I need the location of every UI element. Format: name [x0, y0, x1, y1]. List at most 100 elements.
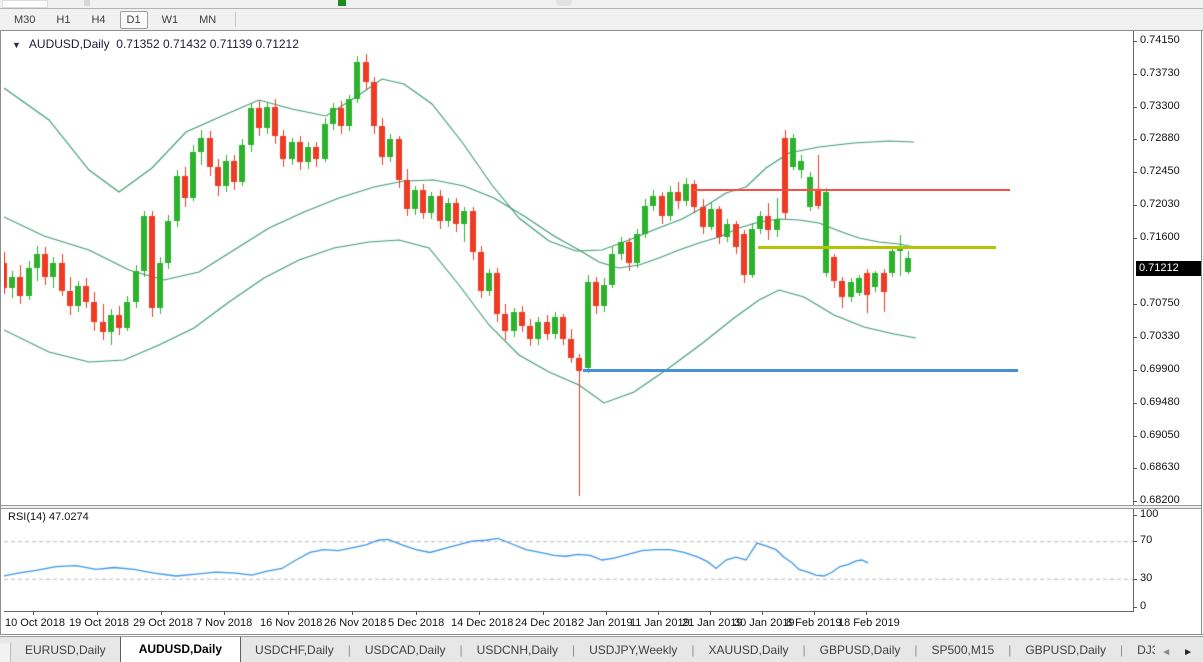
price-axis-tick: [1133, 172, 1137, 173]
tab-stub: [0, 643, 11, 662]
window-border-left: [0, 30, 1, 635]
date-axis-tick: [543, 611, 544, 615]
rsi-axis-tick: [1133, 579, 1137, 580]
timeframe-button-m30[interactable]: M30: [14, 13, 36, 26]
price-axis-tick: [1133, 205, 1137, 206]
price-axis-tick: [1133, 74, 1137, 75]
tab-sp500-m15[interactable]: SP500,M15: [931, 643, 995, 657]
timeframe-button-d1[interactable]: D1: [119, 10, 148, 29]
tab-usdcad-daily[interactable]: USDCAD,Daily: [364, 643, 446, 657]
timeframe-button-mn[interactable]: MN: [199, 13, 217, 26]
date-axis-tick: [762, 611, 763, 615]
price-axis-tick: [1133, 304, 1137, 305]
date-axis-tick: [479, 611, 480, 615]
tab-dj30-h4[interactable]: DJ30,H4: [1137, 643, 1156, 657]
price-chart-canvas[interactable]: [4, 31, 1133, 611]
window-border-top: [0, 30, 1203, 31]
price-axis-tick: [1133, 468, 1137, 469]
tab-separator: |: [802, 643, 806, 657]
price-axis-tick: [1133, 403, 1137, 404]
date-axis-label: 14 Dec 2018: [451, 617, 514, 629]
timeframe-buttons: M30 H1 H4 D1 W1 MN: [0, 10, 223, 29]
tab-eurusd-daily[interactable]: EURUSD,Daily: [25, 643, 106, 657]
price-axis-line: [1133, 31, 1134, 611]
price-axis-tick: [1133, 436, 1137, 437]
date-axis-tick: [814, 611, 815, 615]
date-axis-label: 21 Jan 2019: [682, 617, 743, 629]
price-axis-label: 0.69480: [1140, 396, 1180, 408]
rsi-axis-label: 100: [1140, 508, 1159, 520]
chart-dropdown-icon[interactable]: ▼: [12, 40, 21, 50]
tab-scroll-right-icon[interactable]: ►: [1183, 647, 1193, 658]
price-axis-label: 0.69050: [1140, 429, 1180, 441]
tab-xauusd-daily[interactable]: XAUUSD,Daily: [708, 643, 789, 657]
rsi-axis-tick: [1133, 515, 1137, 516]
date-axis-tick: [710, 611, 711, 615]
chart-tab-bar: EURUSD,Daily AUDUSD,Daily USDCHF,Daily | USD…: [0, 636, 1203, 662]
tab-separator: |: [347, 643, 351, 657]
toolbar-button-fragment: [84, 0, 90, 6]
timeframe-button-h4[interactable]: H4: [91, 13, 106, 26]
tab-gbpusd-daily[interactable]: GBPUSD,Daily: [1025, 643, 1107, 657]
price-axis-tick: [1133, 337, 1137, 338]
price-axis-label: 0.68630: [1140, 461, 1180, 473]
date-axis-label: 10 Oct 2018: [5, 617, 65, 629]
support-line-yellow[interactable]: [758, 246, 996, 249]
price-axis-label: 0.69900: [1140, 363, 1180, 375]
date-axis-label: 11 Jan 2019: [630, 617, 690, 629]
pane-splitter[interactable]: [1, 505, 1201, 509]
tab-separator: |: [459, 643, 463, 657]
price-axis-label: 0.74150: [1140, 34, 1180, 46]
tab-scroll-left-icon[interactable]: ◄: [1161, 647, 1172, 658]
tab-separator: |: [1008, 643, 1012, 657]
date-axis-tick: [161, 611, 162, 615]
date-axis-label: 8 Feb 2019: [786, 617, 842, 629]
date-axis-tick: [97, 611, 98, 615]
tab-usdcnh-daily[interactable]: USDCNH,Daily: [476, 643, 559, 657]
support-line-blue[interactable]: [583, 369, 1018, 372]
date-axis-tick: [866, 611, 867, 615]
price-axis-tick: [1133, 107, 1137, 108]
price-axis-tick: [1133, 41, 1137, 42]
price-axis-label: 0.72880: [1140, 132, 1180, 144]
rsi-axis-tick: [1133, 541, 1137, 542]
window-border-left-inner: [1, 30, 2, 635]
price-axis-tick: [1133, 370, 1137, 371]
chart-symbol-label: AUDUSD,Daily: [28, 37, 110, 51]
tab-audusd-daily[interactable]: AUDUSD,Daily: [119, 637, 242, 662]
date-axis-label: 2 Jan 2019: [578, 617, 633, 629]
date-axis-label: 5 Dec 2018: [388, 617, 445, 629]
rsi-axis-label: 0: [1140, 600, 1147, 612]
chart-tabs: EURUSD,Daily AUDUSD,Daily USDCHF,Daily | USD…: [11, 637, 1155, 662]
date-axis-label: 7 Nov 2018: [196, 617, 253, 629]
timeframe-button-h1[interactable]: H1: [56, 13, 71, 26]
toolbar-clipped-row: [0, 0, 1203, 9]
date-axis-label: 29 Oct 2018: [133, 617, 193, 629]
price-axis-label: 0.73300: [1140, 100, 1180, 112]
chart-ohlc-values: 0.71352 0.71432 0.71139 0.71212: [116, 37, 299, 51]
date-axis-tick: [352, 611, 353, 615]
window-border-right: [1201, 30, 1202, 635]
rsi-axis-tick: [1133, 607, 1137, 608]
price-axis-label: 0.72450: [1140, 165, 1180, 177]
price-axis-label: 0.70750: [1140, 297, 1180, 309]
tab-separator: |: [914, 643, 918, 657]
tab-separator: |: [691, 643, 695, 657]
rsi-axis-label: 30: [1140, 572, 1153, 584]
timeframe-button-w1[interactable]: W1: [161, 13, 179, 26]
resistance-line-red[interactable]: [693, 189, 1010, 191]
price-axis-tick: [1133, 139, 1137, 140]
toolbar-button-fragment: [2, 0, 48, 8]
time-axis-line: [4, 611, 1134, 612]
tab-gbpusd-daily[interactable]: GBPUSD,Daily: [819, 643, 901, 657]
rsi-axis-label: 70: [1140, 534, 1153, 546]
tab-separator: |: [1120, 643, 1124, 657]
date-axis-tick: [224, 611, 225, 615]
date-axis-label: 18 Feb 2019: [838, 617, 900, 629]
price-axis-label: 0.73730: [1140, 67, 1180, 79]
price-axis-label: 0.70330: [1140, 330, 1180, 342]
tab-usdjpy-weekly[interactable]: USDJPY,Weekly: [589, 643, 678, 657]
tab-usdchf-daily[interactable]: USDCHF,Daily: [255, 643, 334, 657]
price-axis-tick: [1133, 238, 1137, 239]
